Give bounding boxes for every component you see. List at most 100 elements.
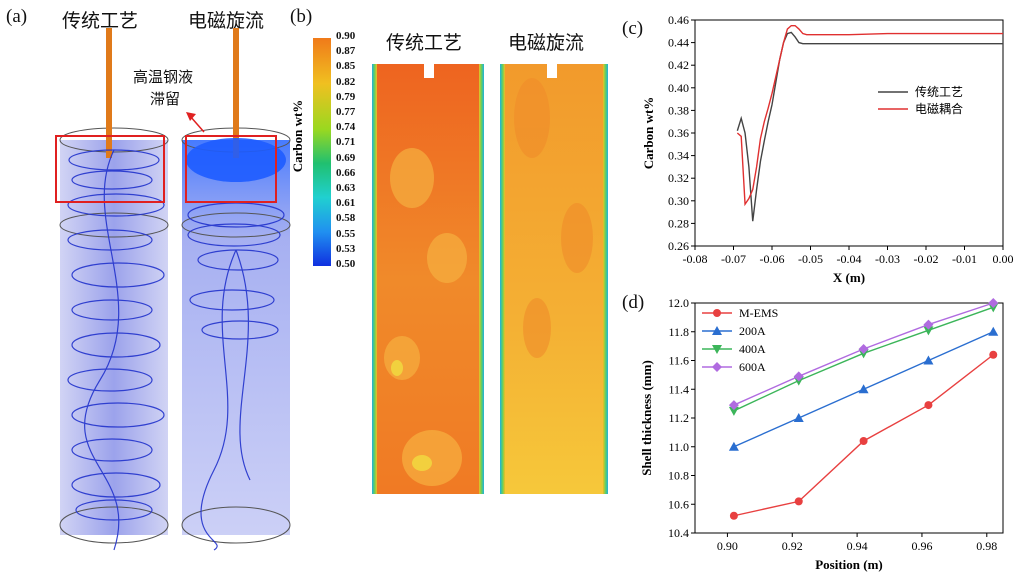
right-streamlines <box>187 202 285 551</box>
x-tick-label: 0.94 <box>847 539 868 553</box>
annotation-line2: 滞留 <box>150 90 181 108</box>
y-tick-label: 0.30 <box>668 194 689 208</box>
marker-triangle-up <box>988 326 999 336</box>
y-tick-label: 11.0 <box>668 440 689 454</box>
right-cylinder-body <box>182 140 290 535</box>
panel-a-label: (a) <box>6 6 28 27</box>
x-tick-label: 0.00 <box>993 252 1014 266</box>
x-tick-label: 0.96 <box>911 539 932 553</box>
left-nozzle <box>106 28 112 158</box>
colorbar-tick: 0.63 <box>336 182 356 194</box>
colorbar-tick: 0.55 <box>336 227 356 240</box>
y-tick-label: 0.40 <box>668 81 689 95</box>
colorbar-tick: 0.82 <box>336 75 356 88</box>
marker-circle <box>924 401 933 410</box>
legend-label: 600A <box>739 360 766 374</box>
x-tick-label: -0.07 <box>721 252 746 266</box>
y-tick-label: 0.26 <box>668 239 689 253</box>
y-tick-label: 0.46 <box>668 13 689 27</box>
y-tick-label: 0.34 <box>668 149 689 163</box>
y-tick-label: 11.8 <box>668 325 689 339</box>
colorbar-tick: 0.71 <box>336 136 356 149</box>
legend-label: 400A <box>739 342 766 356</box>
marker-circle <box>713 309 721 317</box>
right-nozzle <box>233 28 239 158</box>
y-axis-label: Carbon wt% <box>641 97 656 170</box>
panel-d-label: (d) <box>622 292 645 313</box>
marker-triangle-up <box>858 384 869 394</box>
y-tick-label: 10.4 <box>668 526 689 540</box>
y-tick-label: 0.42 <box>668 58 689 72</box>
x-tick-label: -0.06 <box>760 252 785 266</box>
x-tick-label: -0.02 <box>914 252 939 266</box>
y-tick-label: 0.38 <box>668 103 689 117</box>
contour-traditional <box>372 64 484 494</box>
right-highlight-box <box>185 135 277 203</box>
marker-triangle-up <box>923 355 934 365</box>
panel-a-right-title: 电磁旋流 <box>188 10 265 32</box>
y-tick-label: 12.0 <box>668 296 689 310</box>
marker-circle <box>729 511 738 520</box>
series-line-M-EMS <box>733 354 994 517</box>
panel-a-left-title: 传统工艺 <box>62 10 139 32</box>
series-line-电磁耦合 <box>736 24 1003 207</box>
x-tick-label: 0.98 <box>976 539 997 553</box>
marker-diamond <box>858 344 869 354</box>
x-tick-label: -0.08 <box>683 252 708 266</box>
legend-label: 传统工艺 <box>915 84 963 99</box>
left-cylinder-top <box>59 127 169 153</box>
y-tick-label: 10.6 <box>668 497 689 511</box>
legend-label: 电磁耦合 <box>915 101 963 116</box>
y-tick-label: 0.32 <box>668 171 689 185</box>
y-tick-label: 11.4 <box>668 382 689 396</box>
marker-diamond <box>988 298 999 308</box>
x-axis-label: Position (m) <box>815 557 883 572</box>
colorbar-tick: 0.50 <box>336 258 356 270</box>
marker-triangle-up <box>793 413 804 422</box>
series-line-400A <box>733 306 994 412</box>
marker-triangle-down <box>712 345 722 354</box>
y-tick-label: 11.2 <box>668 411 689 425</box>
x-tick-label: -0.01 <box>952 252 977 266</box>
colorbar-tick: 0.66 <box>336 166 356 179</box>
x-tick-label: 0.90 <box>717 539 738 553</box>
x-axis-label: X (m) <box>833 270 865 285</box>
panel-b-contours <box>372 60 608 494</box>
colorbar-title: Carbon wt% <box>290 100 305 173</box>
marker-triangle-down <box>728 406 739 416</box>
x-tick-label: -0.04 <box>837 252 862 266</box>
marker-circle <box>989 350 998 359</box>
marker-diamond <box>712 362 722 372</box>
annotation-line1: 高温钢液 <box>133 68 194 86</box>
panel-b-left-title: 传统工艺 <box>386 32 463 54</box>
svg-text:Carbon wt%: Carbon wt% <box>290 100 305 173</box>
left-streamlines <box>67 149 165 551</box>
colorbar-tick: 0.61 <box>336 197 356 210</box>
marker-circle <box>859 437 868 445</box>
marker-triangle-up <box>728 441 739 451</box>
colorbar <box>313 38 331 266</box>
y-tick-label: 0.36 <box>668 126 689 140</box>
y-tick-label: 10.8 <box>668 469 689 483</box>
legend-label: M-EMS <box>739 306 778 320</box>
y-tick-label: 0.44 <box>668 36 689 50</box>
colorbar-tick: 0.79 <box>336 90 356 103</box>
colorbar-tick: 0.87 <box>336 45 356 58</box>
y-tick-label: 0.28 <box>668 216 689 230</box>
panel-a-render <box>55 28 291 551</box>
x-tick-label: 0.92 <box>782 539 803 553</box>
y-axis-label: Shell thickness (mm) <box>639 360 654 476</box>
marker-diamond <box>728 400 739 411</box>
legend-label: 200A <box>739 324 766 338</box>
marker-triangle-up <box>712 326 722 335</box>
colorbar-tick: 0.77 <box>336 106 356 118</box>
colorbar-tick: 0.85 <box>336 60 356 73</box>
marker-triangle-down <box>923 326 934 336</box>
colorbar-tick: 0.53 <box>336 242 356 255</box>
marker-diamond <box>793 371 804 382</box>
colorbar-tick: 0.90 <box>336 30 356 42</box>
marker-circle <box>794 497 803 506</box>
panel-b-label: (b) <box>290 6 313 27</box>
colorbar-tick: 0.58 <box>336 212 356 225</box>
